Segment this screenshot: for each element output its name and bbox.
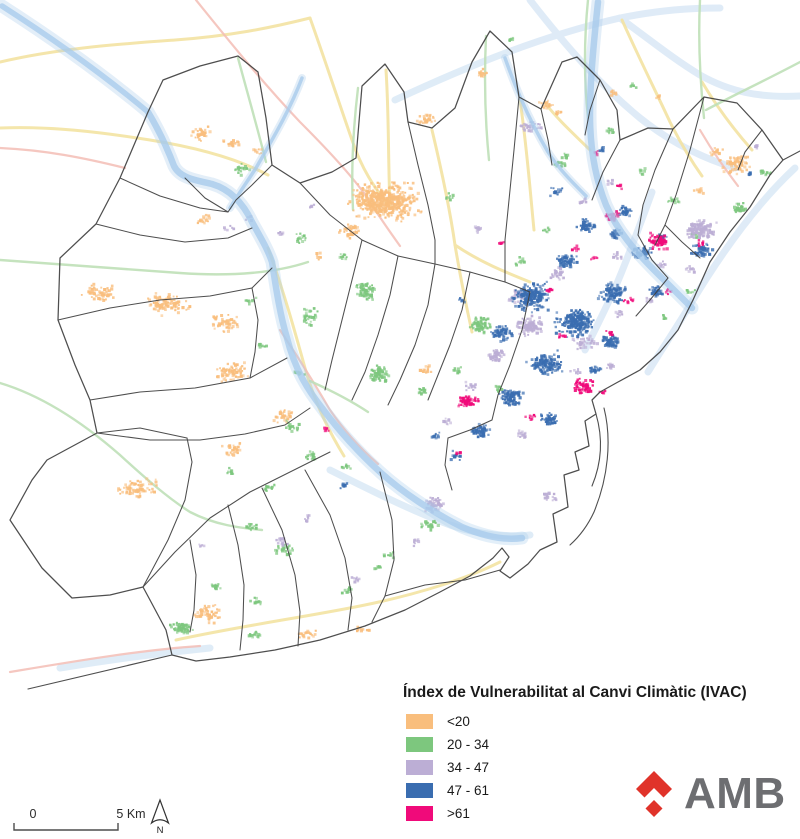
legend-swatch: [406, 783, 433, 798]
legend-row: 47 - 61: [403, 783, 799, 798]
legend-class-label: <20: [447, 714, 470, 729]
legend-row: 34 - 47: [403, 760, 799, 775]
port-breakwater: [569, 407, 609, 546]
road-network: [0, 0, 800, 674]
vulnerability-patches: [80, 36, 772, 640]
legend-row: <20: [403, 714, 799, 729]
legend-swatch: [406, 760, 433, 775]
river-llobregat-upstream: [0, 3, 151, 115]
scale-bar-line: [13, 823, 119, 831]
rivers: [0, 0, 699, 546]
river-besos: [586, 0, 696, 312]
legend-swatch: [406, 737, 433, 752]
river-cores: [0, 0, 696, 542]
legend: Índex de Vulnerabilitat al Canvi Climàti…: [403, 684, 799, 829]
legend-row: 20 - 34: [403, 737, 799, 752]
north-arrow-icon: [150, 798, 170, 825]
river-ripoll: [503, 56, 588, 198]
primary-roads: [0, 16, 754, 642]
tertiary-roads: [0, 0, 800, 532]
legend-class-label: >61: [447, 806, 470, 821]
legend-class-label: 34 - 47: [447, 760, 490, 775]
amb-logo-text: AMB: [684, 769, 786, 818]
legend-swatch: [406, 714, 433, 729]
legend-row: >61: [403, 806, 799, 821]
legend-title: Índex de Vulnerabilitat al Canvi Climàti…: [403, 684, 747, 701]
secondary-roads: [0, 0, 740, 674]
coastline-details: [27, 150, 800, 690]
amb-logo: AMB: [634, 768, 786, 820]
river-llobregat: [144, 108, 526, 542]
legend-class-label: 20 - 34: [447, 737, 490, 752]
legend-swatch: [406, 806, 433, 821]
coastline-northeast: [782, 150, 800, 161]
river-rubi: [228, 76, 304, 210]
port-pier: [591, 413, 602, 487]
north-arrow-label: N: [157, 825, 164, 836]
scale-zero-label: 0: [30, 807, 37, 821]
internal-boundaries: [57, 79, 763, 651]
scale-bar: 0 5 Km: [13, 807, 146, 831]
scale-distance-label: 5 Km: [116, 807, 145, 821]
north-arrow: N: [150, 798, 170, 836]
amb-logo-icon: [636, 771, 672, 817]
legend-class-label: 47 - 61: [447, 783, 490, 798]
municipal-boundaries: [9, 30, 800, 690]
coastline-southwest: [27, 654, 173, 690]
legend-rows: <20 20 - 34 34 - 47 47 - 61 >61: [403, 714, 799, 821]
motorway-roads: [56, 0, 800, 672]
